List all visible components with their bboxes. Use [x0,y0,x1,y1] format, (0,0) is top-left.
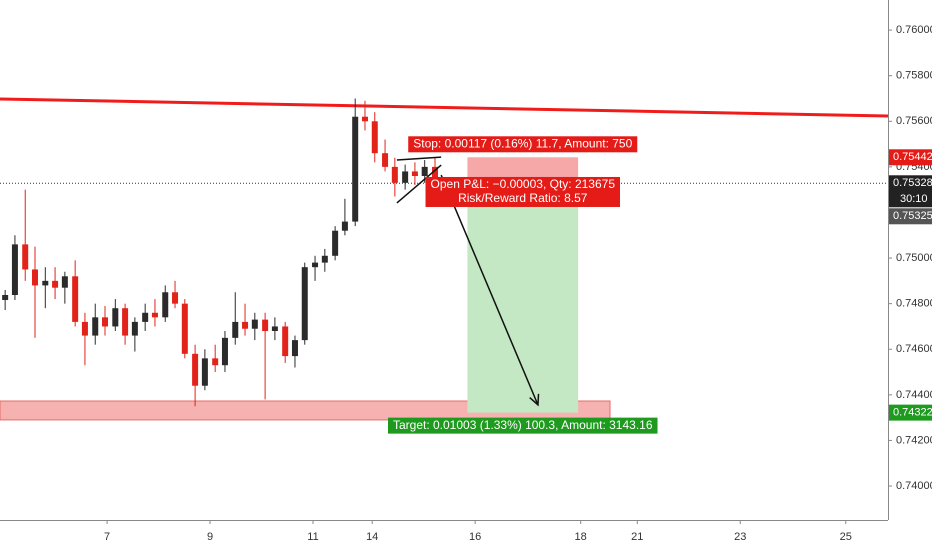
candle-body [312,262,319,268]
candle-body [201,358,208,386]
y-tick-label: 0.74000 [896,480,932,492]
candle-body [72,276,79,322]
stop-label: Stop: 0.00117 (0.16%) 11.7, Amount: 750 [413,136,632,150]
candle-body [102,317,109,327]
support-zone [0,400,611,421]
y-tick-label: 0.75000 [896,252,932,264]
x-tick-label: 11 [307,531,318,543]
target-label-group: Target: 0.01003 (1.33%) 100.3, Amount: 3… [387,417,658,434]
candle-body [431,166,438,184]
candle-body [11,244,18,295]
candle-body [151,312,158,318]
candle-body [242,321,249,329]
y-tick-label: 0.75600 [896,115,932,127]
candle-body [52,280,59,288]
candle-body [2,294,9,301]
y-tick-label: 0.74400 [896,389,932,401]
price-tag-label: 0.75325 [893,210,932,222]
candle-body [61,276,68,288]
candle-body [221,337,228,366]
candle-body [162,292,169,318]
candle-body [32,269,39,286]
candle-body [112,308,119,327]
pnl-label: Open P&L: −0.00003, Qty: 213675 [431,177,616,191]
price-tag-label: 0.74322 [893,407,932,419]
x-tick-label: 14 [366,531,378,543]
y-tick-label: 0.74600 [896,343,932,355]
target-label: Target: 0.01003 (1.33%) 100.3, Amount: 3… [393,418,653,432]
candle-body [122,308,129,336]
pnl-box [425,176,621,207]
candle-body [271,326,278,332]
x-tick-label: 9 [207,531,213,543]
rr-label: Risk/Reward Ratio: 8.57 [458,191,588,205]
candle-body [352,116,359,222]
x-tick-label: 23 [734,531,746,543]
trendline [0,97,889,118]
candle-body [411,171,418,176]
candle-body [212,358,219,366]
candle-body [181,303,188,354]
y-tick-label: 0.74200 [896,434,932,446]
price-tag-label: 0.75328 [893,177,932,189]
target-label-box [387,417,658,434]
candle-body [192,353,199,386]
candle-body [142,312,149,322]
candle-body [22,244,29,270]
x-tick-label: 25 [840,531,852,543]
candle-body [382,153,389,167]
pnl-group: Open P&L: −0.00003, Qty: 213675Risk/Rewa… [425,176,621,207]
candle-body [251,319,258,329]
x-tick-label: 7 [104,531,110,543]
candle-body [301,267,308,341]
candle-body [402,171,409,183]
stop-label-group: Stop: 0.00117 (0.16%) 11.7, Amount: 750 [408,136,638,153]
target-zone [467,183,579,413]
candle-body [81,321,88,336]
arrow-head [529,393,540,407]
candle-body [361,116,368,122]
price-tag [889,149,932,166]
price-tag [889,404,932,421]
pattern-line [396,156,442,161]
price-tag-label: 0.75442 [893,151,932,163]
y-tick-label: 0.76000 [896,24,932,36]
arrow [440,174,539,406]
x-tick-label: 21 [631,531,643,543]
price-tag [889,175,932,208]
y-tick-label: 0.74800 [896,298,932,310]
candle-body [321,255,328,263]
candle-body [341,221,348,231]
candle-body [391,166,398,183]
candle-body [371,121,378,154]
candle-body [42,280,49,286]
candle-body [92,317,99,336]
candle-body [421,166,428,176]
plot-area: Stop: 0.00117 (0.16%) 11.7, Amount: 750 O… [0,97,889,434]
candle-body [291,340,298,357]
price-tag [889,208,932,225]
candle-body [172,292,179,304]
candle-body [332,230,339,256]
countdown: 30:10 [900,193,928,205]
stop-label-box [408,136,638,153]
x-tick-label: 18 [575,531,587,543]
candle-body [232,321,239,338]
x-tick-label: 16 [469,531,481,543]
pattern-line [396,164,442,204]
candle-body [131,321,138,336]
candle-body [282,326,289,357]
candle-body [262,319,269,332]
y-tick-label: 0.75800 [896,70,932,82]
